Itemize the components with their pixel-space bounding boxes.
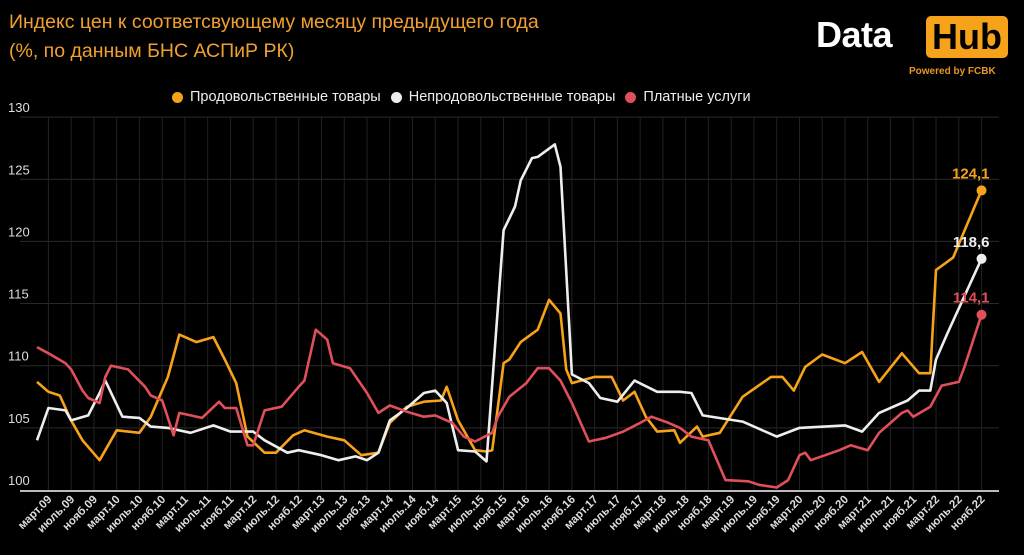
logo-powered-by: Powered by FCBK <box>909 66 996 77</box>
legend-item-food: Продовольственные товары <box>172 89 381 105</box>
legend-dot-nonfood <box>390 91 402 103</box>
chart-title-line2: (%, по данным БНС АСПиР РК) <box>9 40 295 62</box>
series-line-services <box>36 314 983 489</box>
y-axis-ticks: 100 105 110 115 120 125 130 <box>8 100 30 488</box>
end-point-nonfood <box>976 253 987 264</box>
series-line-food <box>36 189 983 462</box>
y-tick-label: 100 <box>8 473 30 488</box>
chart-title-line1: Индекс цен к соответсвующему месяцу пред… <box>9 11 539 33</box>
y-tick-label: 130 <box>8 100 30 115</box>
y-tick-label: 110 <box>8 349 29 364</box>
end-point-food <box>976 185 987 196</box>
legend-item-nonfood: Непродовольственные товары <box>390 89 616 105</box>
y-tick-label: 120 <box>8 224 30 239</box>
end-point-services <box>976 309 987 320</box>
y-tick-label: 125 <box>8 162 30 177</box>
end-markers: 124,1 118,6 114,1 <box>952 165 990 320</box>
legend-dot-food <box>172 91 183 103</box>
y-tick-label: 105 <box>8 411 30 426</box>
legend-item-services: Платные услуги <box>625 89 751 105</box>
series-lines <box>35 143 983 489</box>
legend-dot-services <box>625 91 637 103</box>
legend-label-services: Платные услуги <box>643 89 751 105</box>
x-axis-ticks: март.09июль.09нояб.09март.10июль.10нояб.… <box>16 493 988 535</box>
end-label-services: 114,1 <box>953 290 990 307</box>
chart-legend: Продовольственные товары Непродовольстве… <box>172 89 761 105</box>
logo-data-text: Data <box>816 14 893 55</box>
logo-hub-text: Hub <box>926 16 1008 58</box>
end-label-nonfood: 118,6 <box>953 234 990 251</box>
series-line-nonfood <box>35 143 983 463</box>
chart-title: Индекс цен к соответсвующему месяцу пред… <box>9 8 539 66</box>
end-label-food: 124,1 <box>952 165 990 182</box>
legend-label-food: Продовольственные товары <box>190 89 381 105</box>
grid <box>20 116 999 492</box>
legend-label-nonfood: Непродовольственные товары <box>408 89 616 105</box>
y-tick-label: 115 <box>8 287 29 302</box>
